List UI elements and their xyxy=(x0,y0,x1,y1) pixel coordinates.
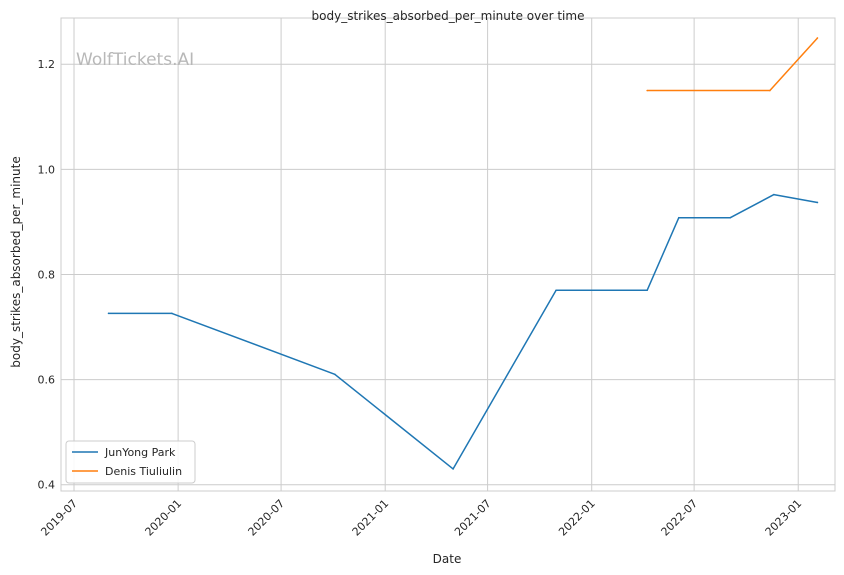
data-point-junyong-park xyxy=(816,201,819,204)
data-point-junyong-park xyxy=(729,216,732,219)
x-tick-label: 2021-01 xyxy=(350,497,392,539)
data-point-junyong-park xyxy=(773,193,775,196)
legend-label-denis-tiuliulin: Denis Tiuliulin xyxy=(105,465,182,478)
y-tick-label: 1.2 xyxy=(38,58,56,71)
watermark: WolfTickets.AI xyxy=(76,50,194,70)
x-axis-label: Date xyxy=(433,552,462,566)
data-point-denis-tiuliulin xyxy=(646,89,648,92)
y-tick-label: 0.4 xyxy=(38,479,56,492)
x-tick-label: 2022-01 xyxy=(556,497,598,539)
x-tick-label: 2019-07 xyxy=(38,497,80,539)
data-point-junyong-park xyxy=(555,289,557,292)
legend-box xyxy=(65,440,196,484)
y-axis-label: body_strikes_absorbed_per_minute xyxy=(9,156,23,367)
plot-area xyxy=(60,17,836,492)
data-point-junyong-park xyxy=(107,312,110,315)
x-tick-label: 2020-01 xyxy=(143,497,185,539)
x-tick-label: 2020-07 xyxy=(246,497,288,539)
data-point-junyong-park xyxy=(646,289,648,292)
legend-label-junyong-park: JunYong Park xyxy=(104,446,176,459)
x-tick-label: 2021-07 xyxy=(452,497,494,539)
data-point-denis-tiuliulin xyxy=(816,37,819,39)
series-layer xyxy=(107,37,819,470)
data-point-junyong-park xyxy=(452,468,454,470)
grid xyxy=(61,18,835,491)
x-tick-label: 2023-01 xyxy=(763,497,805,539)
y-tick-label: 0.8 xyxy=(38,268,56,281)
data-point-denis-tiuliulin xyxy=(769,89,771,92)
y-tick-label: 0.6 xyxy=(38,374,56,387)
series-line-junyong-park xyxy=(108,193,818,470)
y-tick-label: 1.0 xyxy=(38,163,56,176)
data-point-junyong-park xyxy=(678,216,680,219)
x-tick-label: 2022-07 xyxy=(659,497,701,539)
legend: JunYong Park Denis Tiuliulin xyxy=(65,440,196,484)
chart-title: body_strikes_absorbed_per_minute over ti… xyxy=(312,9,585,23)
data-point-junyong-park xyxy=(334,373,336,376)
data-point-junyong-park xyxy=(171,312,173,315)
